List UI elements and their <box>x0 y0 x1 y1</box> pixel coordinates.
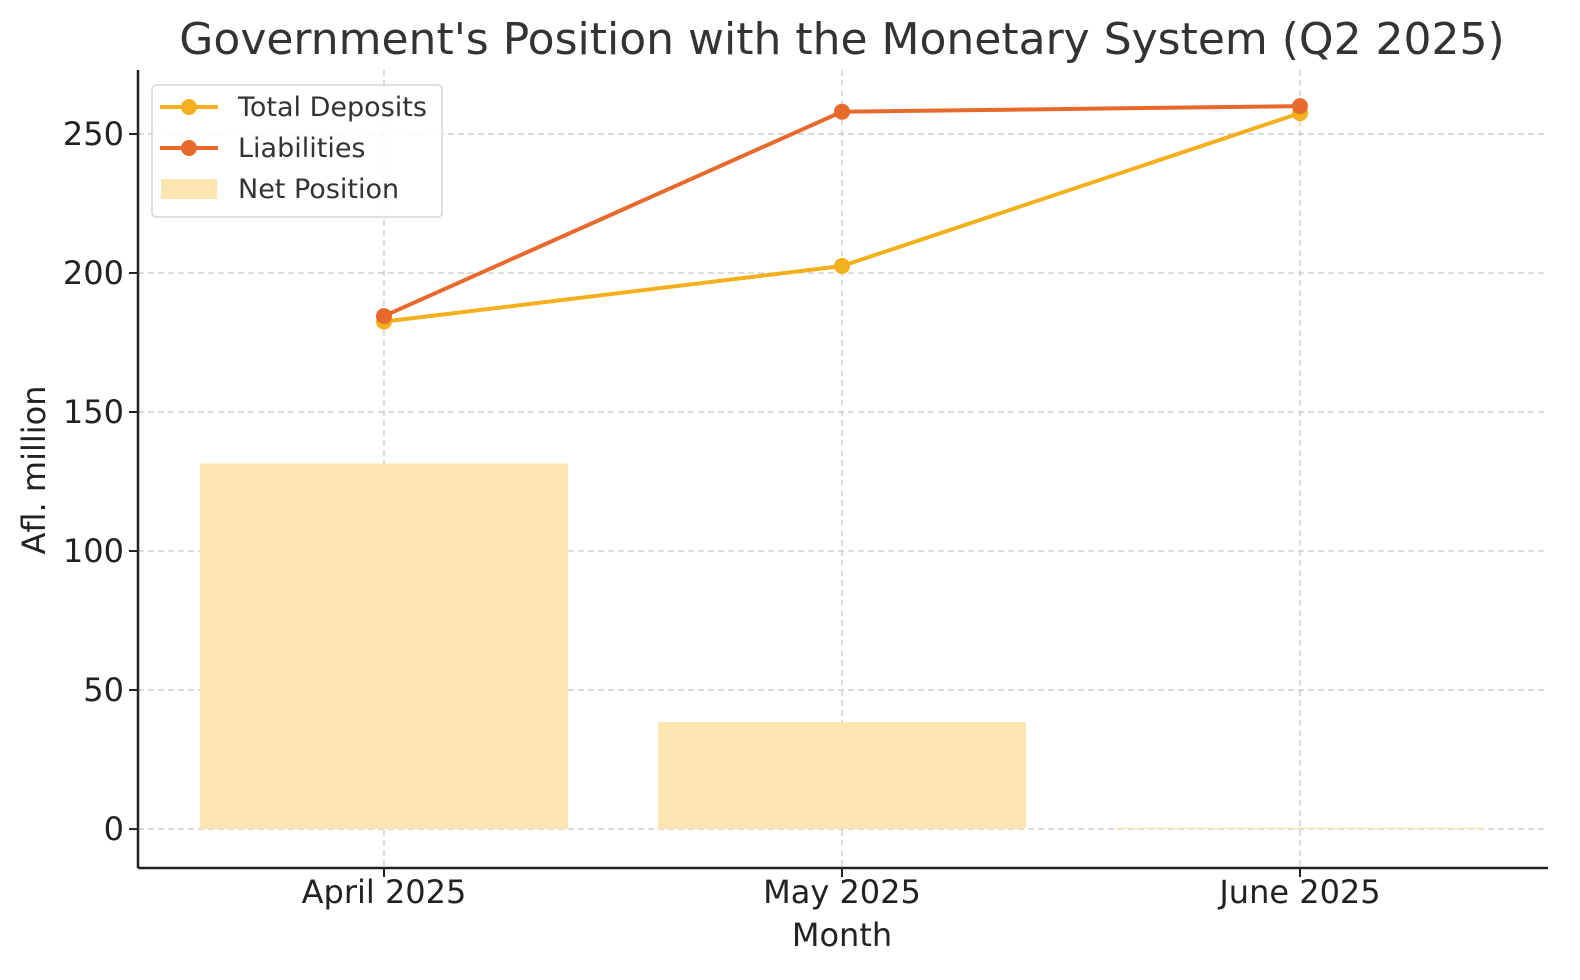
total-deposits-point-1 <box>834 258 850 275</box>
y-tick-label-5: 250 <box>63 115 124 153</box>
bar-layer <box>200 463 1484 830</box>
x-tick-label-0: April 2025 <box>302 873 467 911</box>
x-tick-label-2: June 2025 <box>1217 873 1380 911</box>
line-layer <box>376 98 1308 330</box>
net-position-bar-0 <box>200 463 568 830</box>
y-tick-label-2: 100 <box>63 532 124 570</box>
liabilities-point-2 <box>1292 98 1308 115</box>
y-tick-label-1: 50 <box>83 671 124 709</box>
net-position-bar-2 <box>1116 827 1484 830</box>
legend-label-total-deposits: Total Deposits <box>237 92 427 123</box>
legend-items: Total Deposits Liabilities Net Position <box>160 92 427 205</box>
legend-marker-liabilities <box>181 140 197 156</box>
y-tick-label-3: 150 <box>63 393 124 431</box>
chart-title: Government's Position with the Monetary … <box>179 14 1504 65</box>
axis-layer: 0 50 100 150 200 250 April 2025 May 2025 June 20… <box>63 70 1548 911</box>
y-tick-label-4: 200 <box>63 254 124 292</box>
liabilities-point-0 <box>376 308 392 325</box>
net-position-bar-1 <box>658 722 1026 830</box>
y-tick-label-0: 0 <box>104 810 124 848</box>
liabilities-point-1 <box>834 103 850 120</box>
legend-swatch-net-position <box>161 179 217 199</box>
legend-frame <box>151 84 443 218</box>
x-tick-label-1: May 2025 <box>763 873 921 911</box>
legend-label-liabilities: Liabilities <box>238 133 366 164</box>
legend-marker-total-deposits <box>181 99 197 115</box>
legend-label-net-position: Net Position <box>238 174 399 205</box>
chart-legend: Total Deposits Liabilities Net Position <box>151 84 443 218</box>
y-axis-label: Afl. million <box>15 386 53 555</box>
x-axis-label: Month <box>792 916 892 954</box>
